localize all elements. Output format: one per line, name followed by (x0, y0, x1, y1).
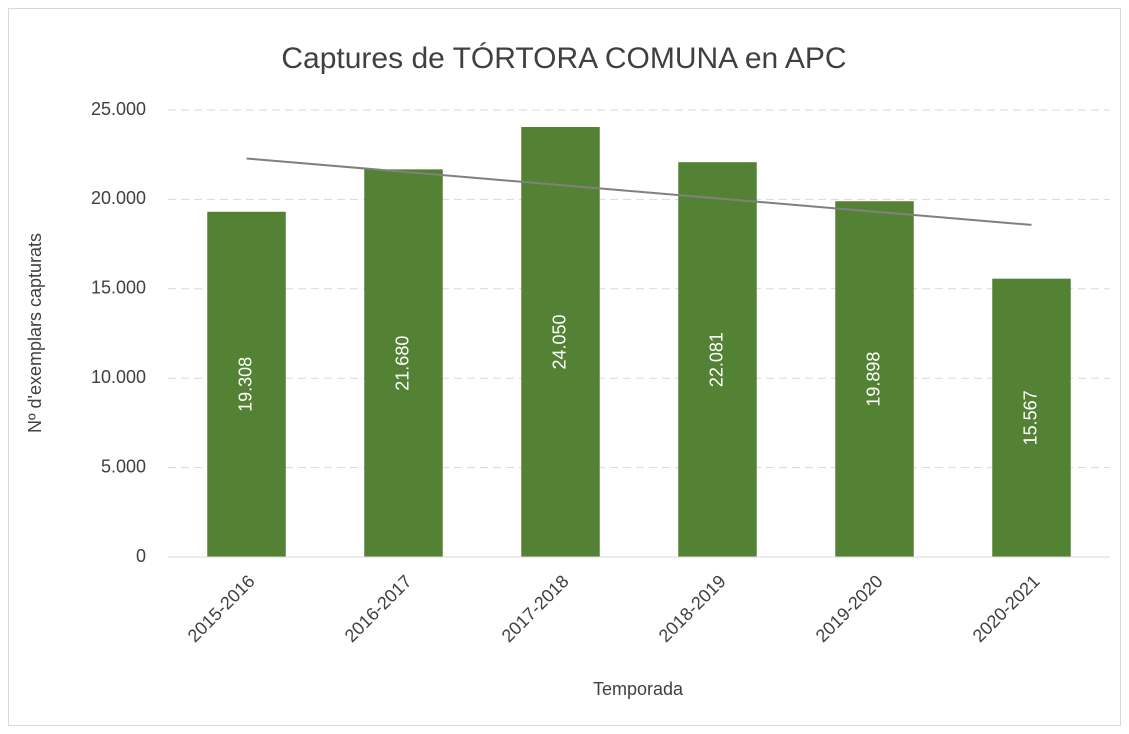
y-tick-label: 0 (136, 546, 146, 566)
bar (521, 126, 600, 558)
bar (678, 162, 757, 558)
data-label: 15.567 (1020, 390, 1040, 445)
y-tick-label: 5.000 (101, 456, 146, 476)
bar (364, 169, 443, 557)
y-tick-label: 10.000 (91, 367, 146, 387)
bar (207, 211, 286, 558)
y-axis-label: Nº d'exemplars capturats (25, 233, 45, 433)
trendline (246, 157, 1032, 226)
x-axis-label: Temporada (593, 679, 684, 699)
chart-title: Captures de TÓRTORA COMUNA en APC (281, 42, 846, 75)
data-label: 21.680 (392, 336, 412, 391)
y-tick-label: 25.000 (91, 99, 146, 119)
y-tick-label: 15.000 (91, 278, 146, 298)
bar (992, 278, 1071, 557)
data-label: 19.308 (235, 357, 255, 412)
y-tick-label: 20.000 (91, 188, 146, 208)
data-label: 24.050 (549, 314, 569, 369)
data-label: 19.898 (863, 352, 883, 407)
data-label: 22.081 (706, 332, 726, 387)
bar (835, 201, 914, 557)
